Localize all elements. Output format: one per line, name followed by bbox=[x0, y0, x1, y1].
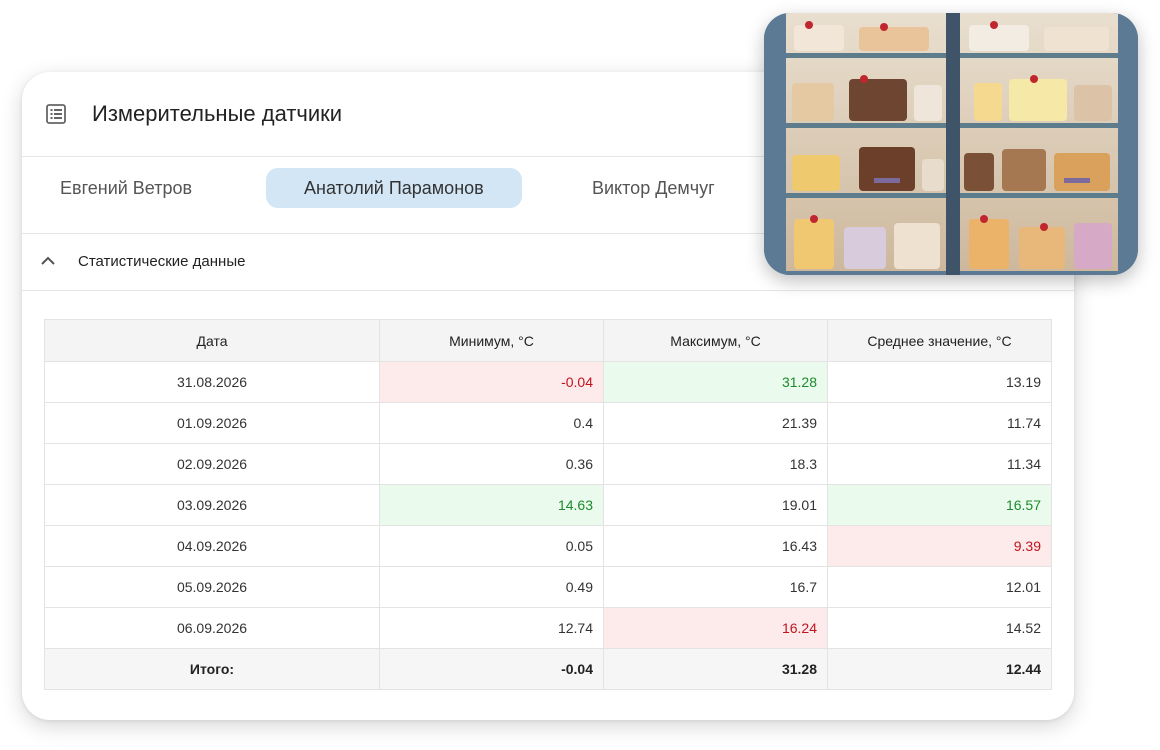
table-row: 03.09.2026 14.63 19.01 16.57 bbox=[44, 484, 1052, 526]
column-header-min[interactable]: Минимум, °C bbox=[379, 319, 604, 362]
table-total-row: Итого: -0.04 31.28 12.44 bbox=[44, 648, 1052, 690]
cell-min: 0.05 bbox=[379, 525, 604, 567]
cell-avg: 12.01 bbox=[827, 566, 1052, 608]
cell-min: 0.36 bbox=[379, 443, 604, 485]
chevron-up-icon[interactable] bbox=[40, 254, 56, 268]
cell-min: 0.49 bbox=[379, 566, 604, 608]
table-header-row: Дата Минимум, °C Максимум, °C Среднее зн… bbox=[44, 319, 1052, 362]
tab-bar: Евгений Ветров Анатолий Парамонов Виктор… bbox=[22, 156, 1074, 234]
cell-max: 16.24 bbox=[603, 607, 828, 649]
cell-avg: 16.57 bbox=[827, 484, 1052, 526]
section-label: Статистические данные bbox=[78, 253, 246, 270]
cell-date: 05.09.2026 bbox=[44, 566, 380, 608]
cell-max: 16.43 bbox=[603, 525, 828, 567]
column-header-max[interactable]: Максимум, °C bbox=[603, 319, 828, 362]
page-title: Измерительные датчики bbox=[92, 101, 343, 126]
cell-max: 16.7 bbox=[603, 566, 828, 608]
column-header-date[interactable]: Дата bbox=[44, 319, 380, 362]
list-icon bbox=[46, 104, 66, 124]
cell-avg: 11.74 bbox=[827, 402, 1052, 444]
cell-date: 04.09.2026 bbox=[44, 525, 380, 567]
cell-date: 03.09.2026 bbox=[44, 484, 380, 526]
card-header: Измерительные датчики bbox=[22, 72, 1074, 157]
tab-anatoliy-paramonov[interactable]: Анатолий Парамонов bbox=[266, 168, 522, 208]
cell-min: -0.04 bbox=[379, 361, 604, 403]
total-max: 31.28 bbox=[603, 648, 828, 690]
total-label: Итого: bbox=[44, 648, 380, 690]
tab-viktor-demchug[interactable]: Виктор Демчуг bbox=[592, 178, 715, 198]
stats-table: Дата Минимум, °C Максимум, °C Среднее зн… bbox=[44, 319, 1052, 690]
cell-avg: 14.52 bbox=[827, 607, 1052, 649]
cell-max: 18.3 bbox=[603, 443, 828, 485]
table-row: 06.09.2026 12.74 16.24 14.52 bbox=[44, 607, 1052, 649]
table-row: 04.09.2026 0.05 16.43 9.39 bbox=[44, 525, 1052, 567]
cell-date: 06.09.2026 bbox=[44, 607, 380, 649]
cell-min: 0.4 bbox=[379, 402, 604, 444]
total-min: -0.04 bbox=[379, 648, 604, 690]
total-avg: 12.44 bbox=[827, 648, 1052, 690]
table-row: 31.08.2026 -0.04 31.28 13.19 bbox=[44, 361, 1052, 403]
cell-avg: 11.34 bbox=[827, 443, 1052, 485]
cell-avg: 9.39 bbox=[827, 525, 1052, 567]
pastry-case-photo bbox=[764, 13, 1138, 275]
cell-avg: 13.19 bbox=[827, 361, 1052, 403]
table-row: 02.09.2026 0.36 18.3 11.34 bbox=[44, 443, 1052, 485]
column-header-avg[interactable]: Среднее значение, °C bbox=[827, 319, 1052, 362]
cell-date: 02.09.2026 bbox=[44, 443, 380, 485]
cell-min: 12.74 bbox=[379, 607, 604, 649]
cell-max: 19.01 bbox=[603, 484, 828, 526]
table-row: 05.09.2026 0.49 16.7 12.01 bbox=[44, 566, 1052, 608]
stats-section-header[interactable]: Статистические данные bbox=[22, 234, 1074, 291]
table-row: 01.09.2026 0.4 21.39 11.74 bbox=[44, 402, 1052, 444]
pastry-case-illustration bbox=[764, 13, 1138, 275]
cell-min: 14.63 bbox=[379, 484, 604, 526]
cell-date: 01.09.2026 bbox=[44, 402, 380, 444]
cell-max: 21.39 bbox=[603, 402, 828, 444]
cell-max: 31.28 bbox=[603, 361, 828, 403]
tab-evgeniy-vetrov[interactable]: Евгений Ветров bbox=[60, 178, 193, 198]
cell-date: 31.08.2026 bbox=[44, 361, 380, 403]
